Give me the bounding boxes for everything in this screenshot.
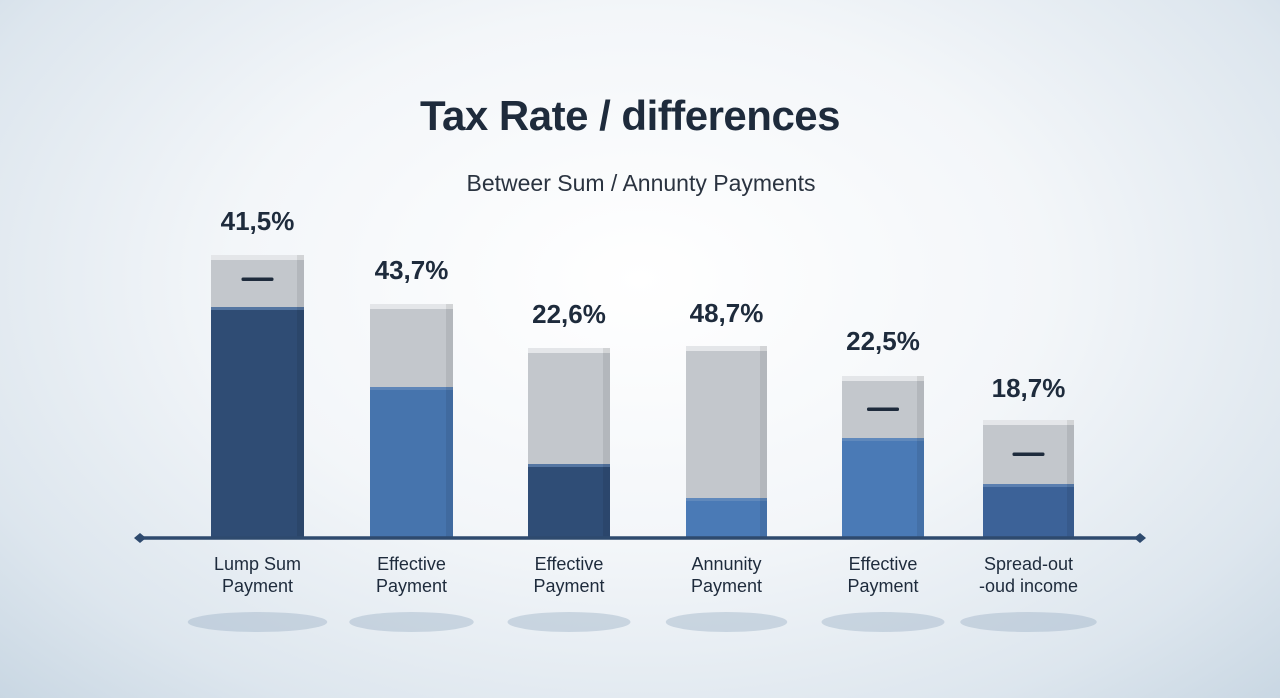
value-label: 48,7% (690, 298, 764, 328)
bar-cap (370, 304, 453, 309)
category-label: Effective (849, 554, 918, 574)
bar-cap (686, 346, 767, 351)
category-label: Effective (377, 554, 446, 574)
bar-shadow (349, 612, 474, 632)
value-label: 22,6% (532, 299, 606, 329)
bar-cap (983, 420, 1074, 425)
bar-segment-edge (983, 484, 1074, 487)
value-label: 43,7% (375, 255, 449, 285)
dash-marker (867, 407, 899, 411)
category-label: -oud income (979, 576, 1078, 596)
bar-top-segment (983, 420, 1074, 484)
value-label: 41,5% (221, 206, 295, 236)
category-label: Payment (533, 576, 604, 596)
category-label: Payment (222, 576, 293, 596)
category-label: Spread-out (984, 554, 1073, 574)
bar-top-segment (842, 376, 924, 438)
bar-segment-edge (211, 307, 304, 310)
category-label: Effective (535, 554, 604, 574)
bar-side (917, 376, 924, 537)
bar-lower-segment (528, 464, 610, 537)
bar-lower-segment (842, 438, 924, 537)
bar-cap (528, 348, 610, 353)
chart-title: Tax Rate / differences (419, 92, 841, 139)
bar-side (446, 304, 453, 537)
chart-subtitle: Betweer Sum / Annunty Payments (466, 170, 816, 196)
category-label: Lump Sum (214, 554, 301, 574)
bar-segment-edge (842, 438, 924, 441)
bar-lower-segment (370, 387, 453, 537)
bar-shadow (665, 612, 788, 632)
category-label: Payment (376, 576, 447, 596)
axis-end-right (1134, 533, 1146, 543)
category-label: Payment (691, 576, 762, 596)
category-label: Payment (847, 576, 918, 596)
bar-lower-segment (983, 484, 1074, 537)
bar-top-segment (370, 304, 453, 387)
bar-cap (211, 255, 304, 260)
axis-end-left (134, 533, 146, 543)
bar-side (1067, 420, 1074, 537)
category-label: Annunity (691, 554, 761, 574)
bar-lower-segment (211, 307, 304, 537)
bar-cap (842, 376, 924, 381)
bar-shadow (507, 612, 631, 632)
bar-shadow (821, 612, 945, 632)
bar-shadow (187, 612, 328, 632)
value-label: 22,5% (846, 326, 920, 356)
bar-lower-segment (686, 498, 767, 537)
bar-segment-edge (528, 464, 610, 467)
bar-top-segment (686, 346, 767, 498)
dash-marker (241, 277, 274, 281)
bar-shadow (960, 612, 1097, 632)
bar-segment-edge (686, 498, 767, 501)
dash-marker (1012, 452, 1045, 456)
bar-side (603, 348, 610, 537)
bar-segment-edge (370, 387, 453, 390)
bar-top-segment (528, 348, 610, 464)
bar-side (297, 255, 304, 537)
value-label: 18,7% (992, 373, 1066, 403)
bar-side (760, 346, 767, 537)
